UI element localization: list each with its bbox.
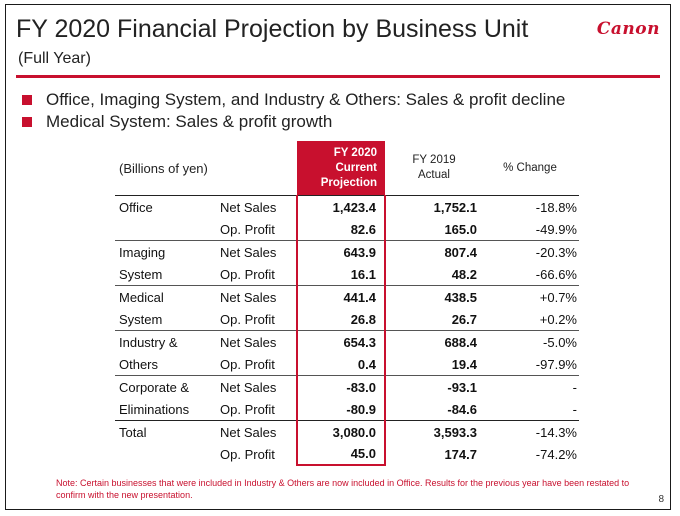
row-change: -49.9% bbox=[535, 221, 577, 237]
row-actual: 48.2 bbox=[451, 266, 477, 282]
header-actual-line: FY 2019 bbox=[412, 154, 456, 166]
row-unit: Corporate & bbox=[115, 375, 218, 398]
row-projection: -80.9 bbox=[296, 398, 386, 421]
row-unit: Total bbox=[115, 420, 218, 443]
row-actual: 26.7 bbox=[451, 311, 477, 327]
row-actual: 807.4 bbox=[385, 240, 483, 263]
bullet-list: Office, Imaging System, and Industry & O… bbox=[22, 89, 565, 133]
table-row: Eliminations Op. Profit -80.9 -84.6 - bbox=[115, 398, 579, 421]
row-actual: 438.5 bbox=[385, 285, 483, 308]
header-actual-line: Actual bbox=[418, 169, 450, 181]
table-row: Office Net Sales 1,423.4 1,752.1 -18.8% bbox=[115, 195, 579, 218]
row-actual: -93.1 bbox=[385, 375, 483, 398]
row-projection: 1,423.4 bbox=[296, 195, 386, 218]
row-metric: Op. Profit bbox=[220, 311, 275, 327]
row-projection: -83.0 bbox=[296, 375, 386, 398]
table-row: Medical Net Sales 441.4 438.5 +0.7% bbox=[115, 285, 579, 308]
row-projection: 643.9 bbox=[296, 240, 386, 263]
bullet-item: Medical System: Sales & profit growth bbox=[22, 111, 565, 133]
row-metric: Net Sales bbox=[218, 285, 297, 308]
row-change: +0.7% bbox=[483, 285, 579, 308]
unit-label: (Billions of yen) bbox=[119, 160, 208, 176]
row-actual: 165.0 bbox=[444, 221, 477, 237]
page-number: 8 bbox=[658, 494, 664, 505]
row-actual: 3,593.3 bbox=[385, 420, 483, 443]
row-projection: 0.4 bbox=[296, 353, 386, 376]
row-unit: Imaging bbox=[115, 240, 218, 263]
row-change: -97.9% bbox=[535, 356, 577, 372]
row-metric: Net Sales bbox=[218, 375, 297, 398]
table-body: Office Net Sales 1,423.4 1,752.1 -18.8% Op. P… bbox=[115, 195, 579, 466]
row-metric: Net Sales bbox=[218, 420, 297, 443]
square-bullet-icon bbox=[22, 117, 32, 127]
row-actual: 19.4 bbox=[451, 356, 477, 372]
row-actual: 688.4 bbox=[385, 330, 483, 353]
row-actual: 1,752.1 bbox=[385, 195, 483, 218]
table-row: Total Net Sales 3,080.0 3,593.3 -14.3% bbox=[115, 420, 579, 443]
row-change: -74.2% bbox=[535, 446, 577, 462]
row-metric: Op. Profit bbox=[220, 446, 275, 462]
table-row: Others Op. Profit 0.4 19.4 -97.9% bbox=[115, 353, 579, 376]
header-projection-line: FY 2020 bbox=[333, 146, 377, 159]
row-metric: Op. Profit bbox=[220, 221, 275, 237]
row-projection: 45.0 bbox=[296, 443, 386, 466]
row-change: -18.8% bbox=[483, 195, 579, 218]
header-change: % Change bbox=[503, 161, 557, 174]
row-projection: 654.3 bbox=[296, 330, 386, 353]
row-unit: Medical bbox=[115, 285, 218, 308]
row-unit: System bbox=[119, 311, 163, 327]
slide: FY 2020 Financial Projection by Business… bbox=[5, 4, 671, 510]
row-change: -14.3% bbox=[483, 420, 579, 443]
row-unit: Industry & bbox=[115, 330, 218, 353]
table-row: Industry & Net Sales 654.3 688.4 -5.0% bbox=[115, 330, 579, 353]
table-row: System Op. Profit 16.1 48.2 -66.6% bbox=[115, 263, 579, 286]
header-projection: FY 2020 Current Projection bbox=[297, 141, 385, 196]
row-projection: 441.4 bbox=[296, 285, 386, 308]
row-change: +0.2% bbox=[539, 311, 577, 327]
row-projection: 26.8 bbox=[296, 308, 386, 331]
row-metric: Op. Profit bbox=[220, 356, 275, 372]
bullet-text: Medical System: Sales & profit growth bbox=[46, 112, 333, 131]
row-metric: Net Sales bbox=[218, 195, 297, 218]
footnote: Note: Certain businesses that were inclu… bbox=[56, 478, 630, 500]
row-change: -20.3% bbox=[483, 240, 579, 263]
row-change: -66.6% bbox=[535, 266, 577, 282]
square-bullet-icon bbox=[22, 95, 32, 105]
row-metric: Net Sales bbox=[218, 330, 297, 353]
header-projection-line: Current bbox=[335, 161, 377, 174]
page-title: FY 2020 Financial Projection by Business… bbox=[16, 15, 529, 43]
row-metric: Net Sales bbox=[218, 240, 297, 263]
page-subtitle: (Full Year) bbox=[18, 50, 91, 67]
table-row: Imaging Net Sales 643.9 807.4 -20.3% bbox=[115, 240, 579, 263]
projection-table: (Billions of yen) FY 2020 Current Projec… bbox=[115, 141, 579, 466]
title-divider bbox=[16, 75, 660, 78]
row-projection: 82.6 bbox=[296, 218, 386, 241]
table-row: Corporate & Net Sales -83.0 -93.1- bbox=[115, 375, 579, 398]
bullet-item: Office, Imaging System, and Industry & O… bbox=[22, 89, 565, 111]
row-unit: Others bbox=[119, 356, 159, 372]
row-metric: Op. Profit bbox=[220, 401, 275, 417]
table-header-row: (Billions of yen) FY 2020 Current Projec… bbox=[115, 141, 579, 196]
row-unit: System bbox=[119, 266, 163, 282]
row-unit bbox=[115, 443, 218, 465]
header-projection-line: Projection bbox=[320, 176, 377, 189]
table-row: Op. Profit 82.6 165.0 -49.9% bbox=[115, 218, 579, 241]
row-actual: -84.6 bbox=[447, 401, 477, 417]
bullet-text: Office, Imaging System, and Industry & O… bbox=[46, 90, 566, 109]
row-unit: Eliminations bbox=[119, 401, 190, 417]
row-unit bbox=[115, 218, 218, 241]
row-change: -5.0% bbox=[483, 330, 579, 353]
row-change: - bbox=[483, 375, 579, 398]
row-unit: Office bbox=[115, 195, 218, 218]
row-projection: 3,080.0 bbox=[296, 420, 386, 443]
table-row: Op. Profit 45.0 174.7 -74.2% bbox=[115, 443, 579, 466]
row-projection: 16.1 bbox=[296, 263, 386, 286]
header-actual: FY 2019 Actual bbox=[385, 141, 483, 196]
table-row: System Op. Profit 26.8 26.7 +0.2% bbox=[115, 308, 579, 331]
row-change: - bbox=[572, 401, 577, 417]
row-metric: Op. Profit bbox=[220, 266, 275, 282]
row-actual: 174.7 bbox=[444, 446, 477, 462]
canon-logo: Canon bbox=[596, 19, 660, 39]
